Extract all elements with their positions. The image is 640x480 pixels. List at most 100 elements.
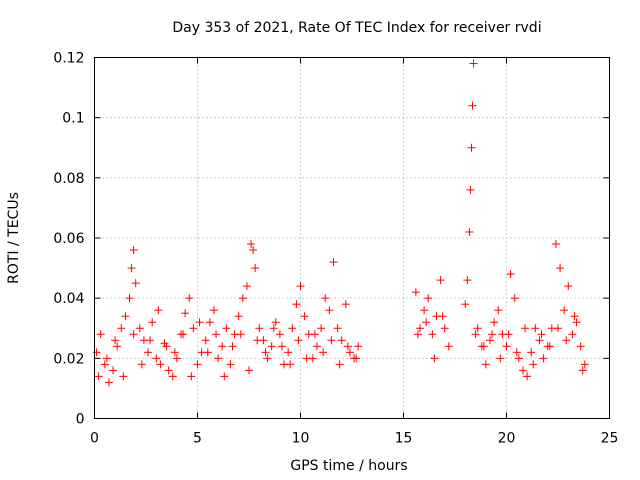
data-point [496, 354, 505, 363]
data-point [504, 330, 513, 339]
grid-lines [94, 57, 610, 419]
data-point [317, 324, 326, 333]
data-point [535, 336, 544, 345]
data-point [205, 318, 214, 327]
data-point [337, 336, 346, 345]
data-point [286, 360, 295, 369]
x-tick-label: 10 [292, 431, 310, 447]
data-point [440, 324, 449, 333]
data-point [490, 318, 499, 327]
data-point [531, 324, 540, 333]
data-point [247, 240, 256, 249]
data-point [195, 318, 204, 327]
data-point [341, 300, 350, 309]
x-tick-label: 20 [498, 431, 516, 447]
data-point [242, 282, 251, 291]
data-point [345, 348, 354, 357]
data-point [212, 330, 221, 339]
data-point [226, 360, 235, 369]
axis-ticks: 0 5 10 15 20 25 0 0.02 0.04 0.06 0.08 0.1 0.12 [53, 51, 618, 447]
data-point [554, 324, 562, 333]
data-point [193, 360, 202, 369]
data-point [146, 336, 155, 345]
y-tick-label: 0.12 [53, 51, 84, 67]
data-point [514, 354, 523, 363]
x-axis-label: GPS time / hours [290, 458, 407, 474]
data-point [436, 276, 445, 285]
data-point [125, 294, 134, 303]
x-tick-label: 25 [601, 431, 619, 447]
data-point [461, 300, 470, 309]
data-point [96, 330, 105, 339]
data-point [222, 324, 231, 333]
data-point [415, 324, 424, 333]
data-point [187, 372, 196, 381]
y-axis-label: ROTI / TECUs [6, 192, 22, 284]
data-point [510, 294, 519, 303]
data-point [234, 312, 243, 321]
data-point [201, 336, 210, 345]
data-point [560, 306, 569, 315]
data-point [253, 336, 262, 345]
data-point [578, 366, 587, 375]
data-point [471, 330, 480, 339]
data-point [104, 378, 113, 387]
data-point [203, 348, 212, 357]
data-point [564, 282, 573, 291]
data-point [469, 59, 478, 68]
data-point [170, 348, 179, 357]
data-point [111, 336, 120, 345]
data-point [518, 366, 527, 375]
data-point [463, 276, 472, 285]
data-point [319, 348, 328, 357]
data-point [354, 342, 363, 351]
data-point [117, 324, 126, 333]
data-point [537, 330, 546, 339]
data-point [333, 324, 342, 333]
y-tick-label: 0.1 [62, 111, 84, 127]
data-point [551, 240, 560, 249]
data-point [325, 306, 334, 315]
data-point [129, 330, 138, 339]
y-tick-label: 0.02 [53, 351, 84, 367]
data-point [164, 366, 173, 375]
data-point [284, 348, 293, 357]
data-point [121, 312, 130, 321]
data-point [502, 342, 511, 351]
data-point [506, 270, 515, 279]
data-point [249, 246, 258, 255]
data-point [156, 360, 165, 369]
data-point [570, 312, 579, 321]
data-point [539, 354, 548, 363]
data-point [148, 318, 157, 327]
data-point [568, 330, 577, 339]
data-point [428, 330, 437, 339]
data-point [321, 294, 330, 303]
data-point [556, 264, 565, 273]
x-tick-label: 5 [193, 431, 202, 447]
data-point [267, 342, 276, 351]
data-point [576, 342, 585, 351]
data-point [562, 336, 571, 345]
data-point [430, 354, 439, 363]
data-point [261, 348, 270, 357]
data-point [209, 306, 218, 315]
data-point [127, 264, 136, 273]
data-point [275, 330, 284, 339]
data-point [236, 330, 245, 339]
data-point [486, 336, 495, 345]
x-tick-label: 15 [395, 431, 413, 447]
data-point [255, 324, 264, 333]
data-point [102, 354, 111, 363]
data-point [129, 246, 138, 255]
data-point [245, 366, 253, 375]
data-point [179, 330, 188, 339]
data-point [100, 360, 109, 369]
data-point [424, 294, 433, 303]
data-point [473, 324, 482, 333]
data-point [185, 294, 194, 303]
data-point [144, 348, 153, 357]
data-point [271, 318, 280, 327]
data-point [521, 324, 530, 333]
